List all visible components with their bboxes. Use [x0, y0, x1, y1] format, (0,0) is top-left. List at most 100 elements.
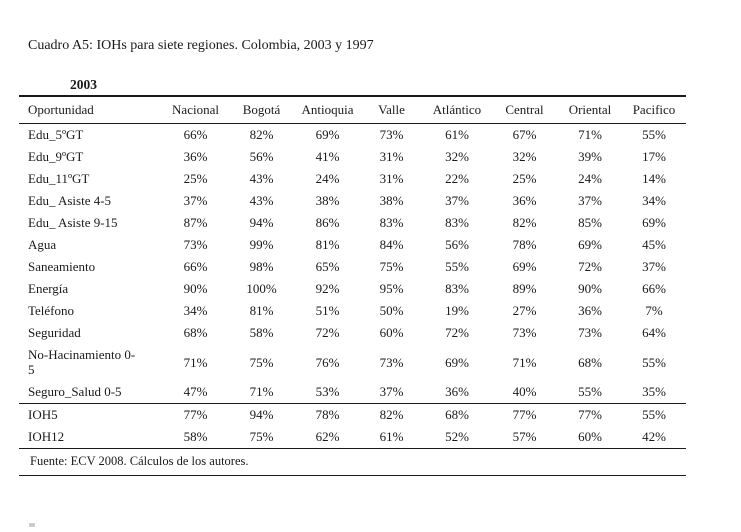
value-cell: 47%	[183, 384, 208, 399]
value-cell: 42%	[642, 429, 666, 444]
row-label: Edu_ Asiste 4-5	[28, 193, 112, 208]
value-cell: 69%	[315, 127, 340, 142]
value-cell: 77%	[491, 403, 558, 426]
value-cell: 62%	[315, 429, 340, 444]
table-row: Agua 73% 99% 81% 84% 56% 78% 69% 45%	[19, 234, 686, 256]
value-cell: 78%	[512, 237, 537, 252]
row-label: Agua	[28, 237, 57, 252]
table-row: No-Hacinamiento 0- 5 71% 75% 76% 73% 69% 71% 68%…	[19, 344, 686, 381]
row-label: Seguridad	[28, 325, 81, 340]
value-cell: 55%	[622, 403, 686, 426]
value-cell: 38%	[379, 193, 404, 208]
value-cell: 68%	[423, 403, 491, 426]
table-row: IOH12 58% 75% 62% 61% 52% 57% 60% 42%	[19, 426, 686, 449]
value-cell: 83%	[379, 215, 404, 230]
table-body-summary: IOH5 77% 94% 78% 82% 68% 77% 77% 55% IOH12 58% 75% 6…	[19, 403, 686, 449]
value-cell: 75%	[379, 259, 404, 274]
value-cell: 40%	[512, 384, 537, 399]
value-cell: 65%	[315, 259, 340, 274]
value-cell: 55%	[642, 354, 666, 370]
row-label: Edu_11ºGT	[28, 171, 90, 186]
column-header-atlantico: Atlántico	[423, 96, 491, 124]
table-row: Edu_ Asiste 9-15 87% 94% 86% 83% 83% 82% 85% 69%	[19, 212, 686, 234]
value-cell: 85%	[578, 215, 602, 230]
ioh-table: Oportunidad Nacional Bogotá Antioquia Va…	[19, 95, 686, 449]
column-header-pacifico: Pacifico	[622, 96, 686, 124]
value-cell: 66%	[183, 259, 208, 274]
value-cell: 14%	[642, 171, 666, 186]
row-label-line: 5	[28, 362, 35, 377]
value-cell: 68%	[183, 325, 208, 340]
value-cell: 31%	[379, 171, 404, 186]
row-label: IOH12	[28, 429, 65, 444]
value-cell: 36%	[183, 149, 208, 164]
value-cell: 25%	[512, 171, 537, 186]
table-row: Edu_9ºGT 36% 56% 41% 31% 32% 32% 39% 17%	[19, 146, 686, 168]
value-cell: 68%	[578, 354, 602, 370]
value-cell: 35%	[642, 384, 666, 399]
value-cell: 17%	[642, 149, 666, 164]
column-header-valle: Valle	[360, 96, 423, 124]
column-header-bogota: Bogotá	[228, 96, 295, 124]
value-cell: 73%	[183, 237, 208, 252]
value-cell: 100%	[246, 281, 277, 296]
value-cell: 81%	[249, 303, 274, 318]
value-cell: 82%	[249, 127, 274, 142]
value-cell: 73%	[379, 354, 404, 370]
value-cell: 71%	[249, 384, 274, 399]
value-cell: 22%	[445, 171, 469, 186]
table-row: Edu_ Asiste 4-5 37% 43% 38% 38% 37% 36% 37% 34%	[19, 190, 686, 212]
value-cell: 66%	[642, 281, 666, 296]
value-cell: 19%	[445, 303, 469, 318]
value-cell: 98%	[249, 259, 274, 274]
row-label: Energía	[28, 281, 69, 296]
value-cell: 61%	[379, 429, 404, 444]
value-cell: 37%	[379, 384, 404, 399]
column-header-nacional: Nacional	[163, 96, 228, 124]
header-row: Oportunidad Nacional Bogotá Antioquia Va…	[19, 96, 686, 124]
value-cell: 55%	[642, 127, 666, 142]
value-cell: 90%	[183, 281, 208, 296]
value-cell: 37%	[445, 193, 469, 208]
value-cell: 77%	[163, 403, 228, 426]
value-cell: 61%	[445, 127, 469, 142]
value-cell: 36%	[445, 384, 469, 399]
value-cell: 75%	[249, 429, 274, 444]
column-header-antioquia: Antioquia	[295, 96, 360, 124]
value-cell: 24%	[578, 171, 602, 186]
value-cell: 72%	[578, 259, 602, 274]
value-cell: 71%	[183, 354, 208, 370]
row-label: Edu_9ºGT	[28, 149, 84, 164]
value-cell: 56%	[445, 237, 469, 252]
value-cell: 76%	[315, 354, 340, 370]
column-header-oportunidad: Oportunidad	[19, 96, 163, 124]
table-row: Edu_5ºGT 66% 82% 69% 73% 61% 67% 71% 55%	[19, 124, 686, 147]
value-cell: 82%	[512, 215, 537, 230]
value-cell: 73%	[379, 127, 404, 142]
table-row: Energía 90% 100% 92% 95% 83% 89% 90% 66%	[19, 278, 686, 300]
value-cell: 34%	[642, 193, 666, 208]
value-cell: 31%	[379, 149, 404, 164]
value-cell: 77%	[558, 403, 622, 426]
value-cell: 51%	[315, 303, 340, 318]
value-cell: 50%	[379, 303, 404, 318]
value-cell: 7%	[645, 303, 663, 318]
value-cell: 60%	[379, 325, 404, 340]
value-cell: 37%	[642, 259, 666, 274]
value-cell: 83%	[445, 215, 469, 230]
value-cell: 89%	[512, 281, 537, 296]
value-cell: 60%	[578, 429, 602, 444]
value-cell: 37%	[578, 193, 602, 208]
value-cell: 95%	[379, 281, 404, 296]
value-cell: 43%	[249, 193, 274, 208]
value-cell: 36%	[578, 303, 602, 318]
value-cell: 86%	[315, 215, 340, 230]
column-header-oriental: Oriental	[558, 96, 622, 124]
value-cell: 34%	[183, 303, 208, 318]
value-cell: 55%	[578, 384, 602, 399]
table-row: Seguro_Salud 0-5 47% 71% 53% 37% 36% 40% 55% 35%	[19, 381, 686, 404]
value-cell: 32%	[512, 149, 537, 164]
value-cell: 73%	[578, 325, 602, 340]
table-row: IOH5 77% 94% 78% 82% 68% 77% 77% 55%	[19, 403, 686, 426]
page-title: Cuadro A5: IOHs para siete regiones. Col…	[28, 38, 374, 53]
